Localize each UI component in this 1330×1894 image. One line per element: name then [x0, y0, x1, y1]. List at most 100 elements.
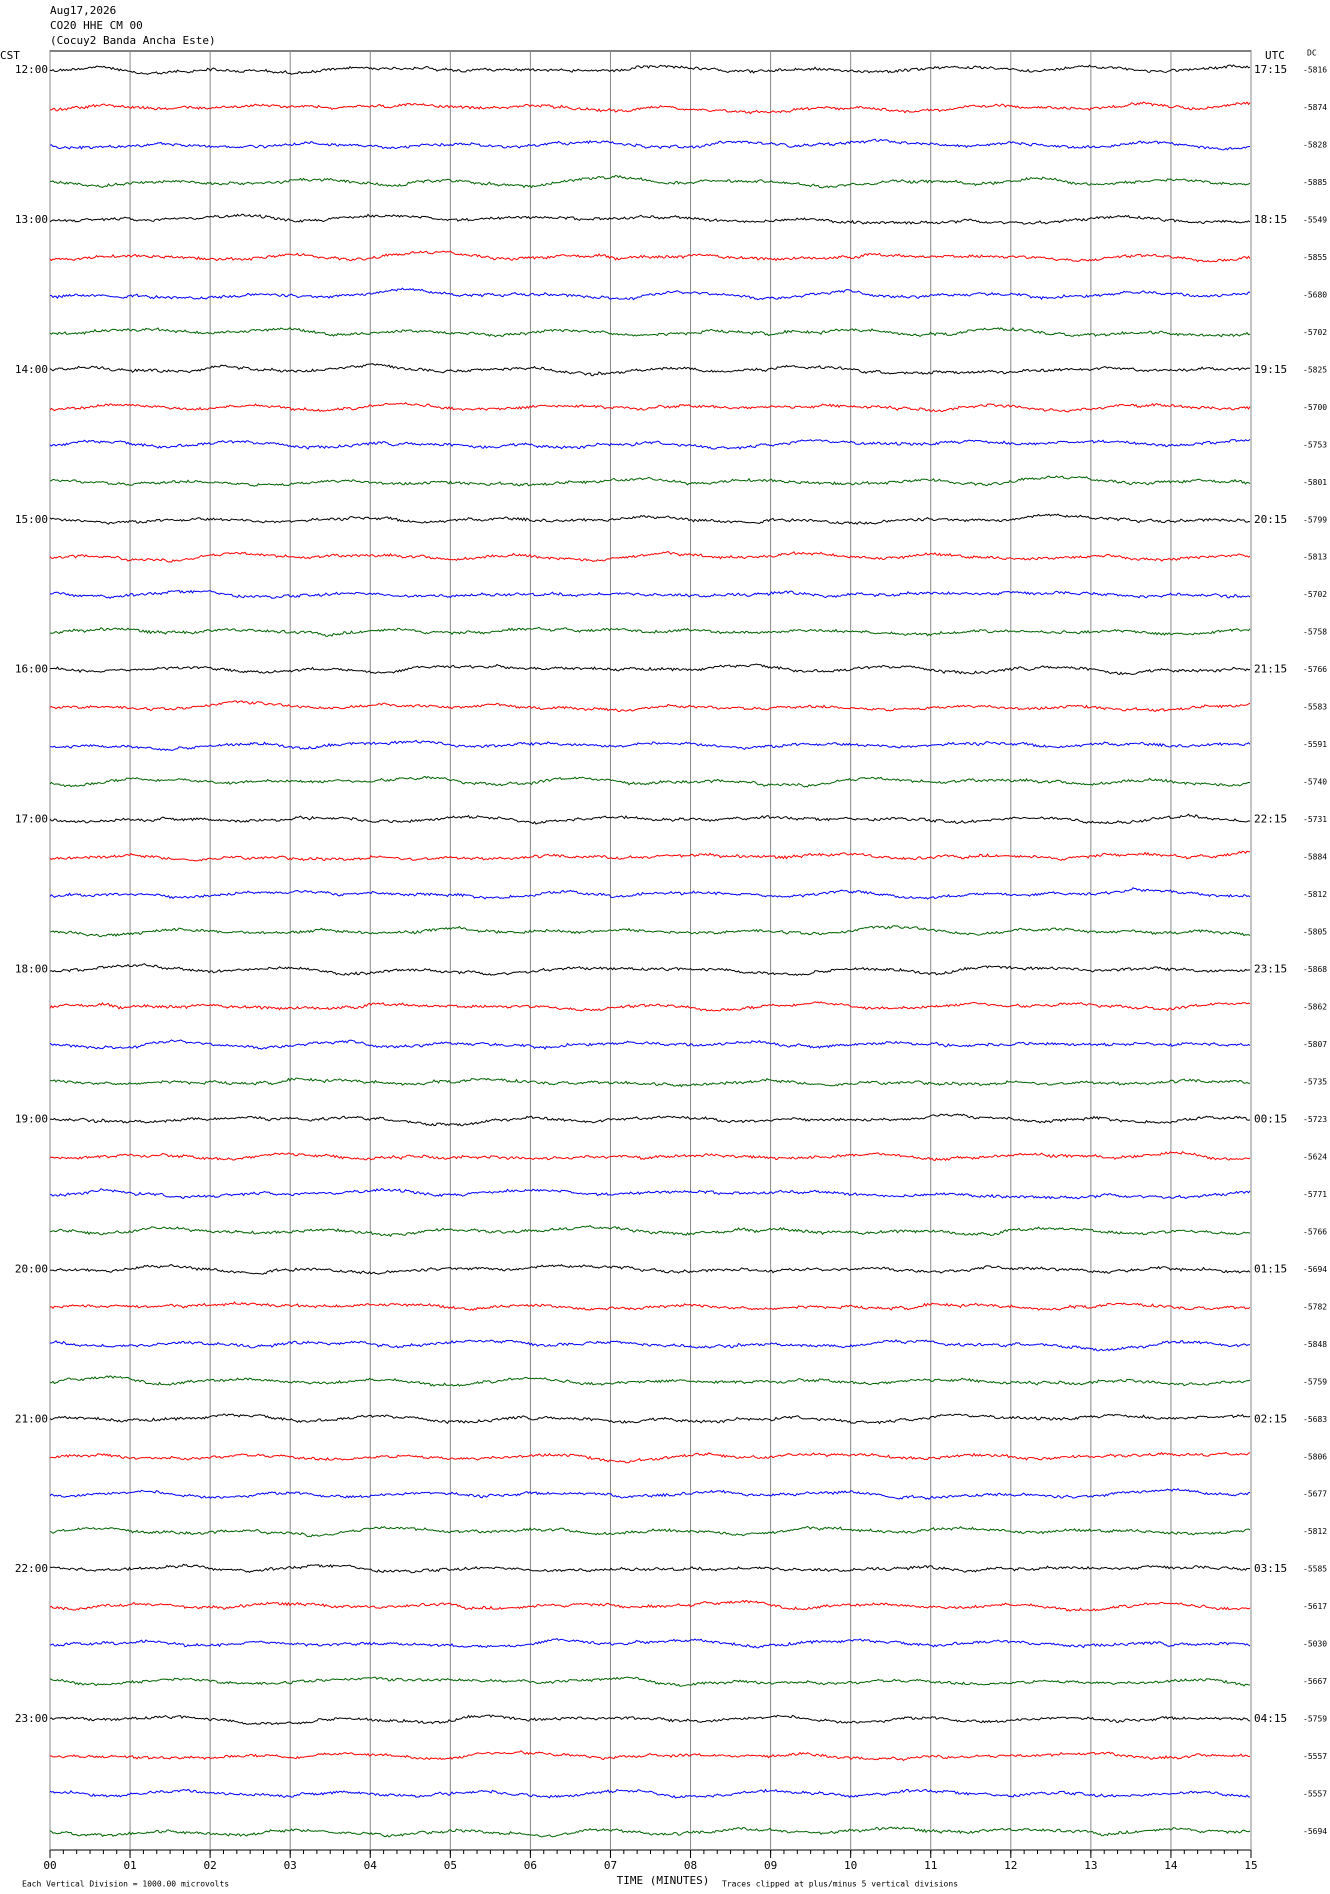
right-axis-title: UTC [1265, 49, 1285, 62]
trace [49, 138, 1251, 151]
trace [49, 174, 1251, 189]
dc-value: -5702 [1303, 328, 1327, 337]
cst-label: 15:00 [15, 513, 48, 526]
dc-value: -5677 [1303, 1490, 1327, 1499]
trace [49, 513, 1251, 526]
footer-note: Each Vertical Division = 1000.00 microvo… [22, 1880, 229, 1889]
trace [49, 1301, 1251, 1311]
x-tick-label: 00 [43, 1859, 56, 1872]
cst-label: 23:00 [15, 1712, 48, 1725]
trace [49, 850, 1251, 862]
dc-value: -5667 [1303, 1677, 1327, 1686]
trace [49, 1451, 1251, 1464]
trace [49, 363, 1251, 377]
x-tick-label: 10 [844, 1859, 857, 1872]
dc-value: -5766 [1303, 665, 1327, 674]
dc-value: -5813 [1303, 553, 1327, 562]
dc-value: -5731 [1303, 815, 1327, 824]
trace [49, 1264, 1251, 1275]
dc-value: -5884 [1303, 853, 1327, 862]
cst-label: 22:00 [15, 1562, 48, 1575]
x-tick-label: 08 [684, 1859, 697, 1872]
utc-label: 00:15 [1254, 1112, 1287, 1125]
cst-label: 18:00 [15, 963, 48, 976]
utc-label: 19:15 [1254, 363, 1287, 376]
trace [49, 402, 1251, 413]
dc-value: -5806 [1303, 1452, 1327, 1461]
trace [49, 1488, 1251, 1500]
utc-label: 23:15 [1254, 963, 1287, 976]
dc-value: -5591 [1303, 740, 1327, 749]
trace [49, 1151, 1251, 1162]
cst-label: 17:00 [15, 813, 48, 826]
dc-value: -5807 [1303, 1040, 1327, 1049]
dc-value: -5812 [1303, 1527, 1327, 1536]
utc-label: 17:15 [1254, 63, 1287, 76]
trace [49, 813, 1251, 825]
trace [49, 1638, 1251, 1649]
x-tick-label: 02 [204, 1859, 217, 1872]
left-axis-title: CST [0, 49, 20, 62]
x-tick-label: 12 [1004, 1859, 1017, 1872]
utc-label: 21:15 [1254, 663, 1287, 676]
dc-value: -5771 [1303, 1190, 1327, 1199]
x-tick-label: 06 [524, 1859, 537, 1872]
dc-value: -5799 [1303, 515, 1327, 524]
trace [49, 700, 1251, 713]
x-tick-label: 07 [604, 1859, 617, 1872]
cst-label: 14:00 [15, 363, 48, 376]
dc-value: -5758 [1303, 628, 1327, 637]
utc-label: 04:15 [1254, 1712, 1287, 1725]
x-tick-label: 05 [444, 1859, 457, 1872]
footer-note: Traces clipped at plus/minus 5 vertical … [722, 1880, 958, 1889]
dc-value: -5759 [1303, 1377, 1327, 1386]
dc-value: -5812 [1303, 890, 1327, 899]
trace [49, 326, 1251, 338]
trace [49, 925, 1251, 938]
header-line: Aug17,2026 [50, 4, 116, 17]
trace [49, 438, 1251, 450]
trace [50, 739, 1251, 752]
dc-value: -5862 [1303, 1003, 1327, 1012]
trace [49, 1077, 1251, 1088]
dc-value: -5848 [1303, 1340, 1327, 1349]
trace [49, 475, 1251, 487]
utc-label: 22:15 [1254, 813, 1287, 826]
trace [49, 213, 1251, 225]
x-tick-label: 01 [123, 1859, 136, 1872]
trace [49, 101, 1251, 115]
x-tick-label: 03 [284, 1859, 297, 1872]
dc-value: -5585 [1303, 1565, 1327, 1574]
dc-value: -5782 [1303, 1302, 1327, 1311]
header-line: CO20 HHE CM 00 [50, 19, 143, 32]
trace [49, 1676, 1251, 1687]
dc-title: DC [1307, 49, 1317, 58]
cst-label: 16:00 [15, 663, 48, 676]
dc-value: -5828 [1303, 140, 1327, 149]
dc-value: -5735 [1303, 1077, 1327, 1086]
trace [49, 1001, 1251, 1012]
dc-value: -5617 [1303, 1602, 1327, 1611]
dc-value: -5825 [1303, 365, 1327, 374]
dc-value: -5557 [1303, 1790, 1327, 1799]
utc-label: 20:15 [1254, 513, 1287, 526]
trace [49, 589, 1251, 599]
x-tick-label: 11 [924, 1859, 937, 1872]
trace [49, 250, 1251, 263]
dc-value: -5759 [1303, 1715, 1327, 1724]
dc-value: -5766 [1303, 1227, 1327, 1236]
cst-label: 13:00 [15, 213, 48, 226]
trace [49, 626, 1251, 637]
trace [49, 550, 1251, 563]
trace [49, 1113, 1251, 1127]
trace [49, 1224, 1251, 1238]
dc-value: -5702 [1303, 590, 1327, 599]
trace [49, 64, 1251, 75]
trace [49, 887, 1251, 900]
trace [49, 287, 1251, 301]
x-tick-label: 15 [1244, 1859, 1257, 1872]
trace [49, 1563, 1251, 1574]
trace [49, 1413, 1251, 1425]
dc-value: -5680 [1303, 290, 1327, 299]
